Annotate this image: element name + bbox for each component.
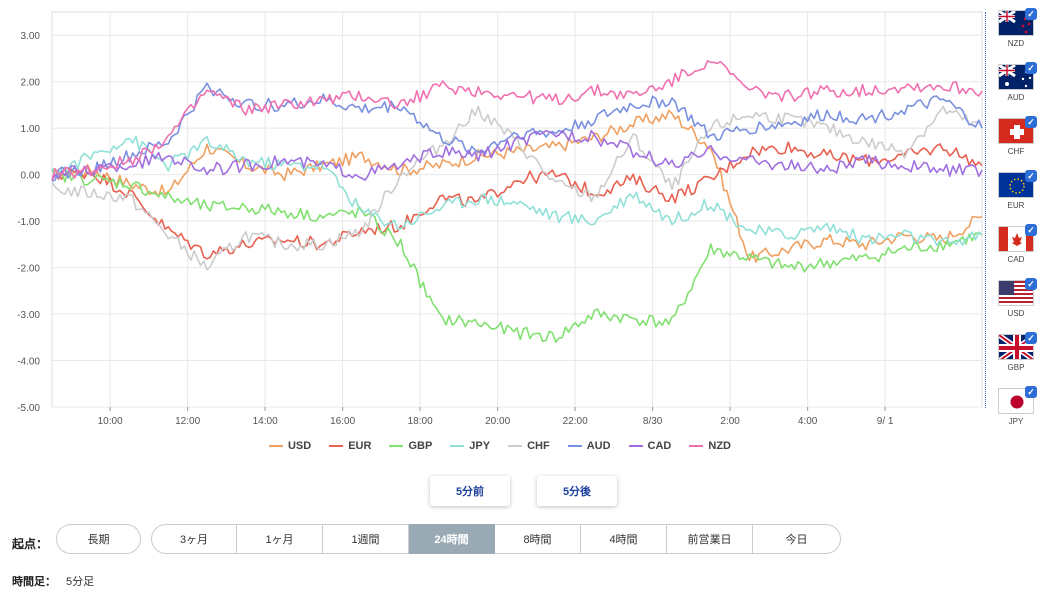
y-tick-label: -2.00 <box>17 264 40 275</box>
legend-item-usd[interactable]: USD <box>268 440 312 452</box>
y-tick-label: 0.00 <box>21 171 41 182</box>
x-tick-label: 10:00 <box>98 416 123 427</box>
flag-label: GBP <box>1007 363 1025 372</box>
legend-swatch <box>689 445 704 447</box>
range-button-4[interactable]: 24時間 <box>409 524 495 554</box>
x-tick-label: 12:00 <box>175 416 200 427</box>
series-line-gbp <box>51 168 983 344</box>
y-tick-label: -3.00 <box>17 310 40 321</box>
flag-label: CAD <box>1007 255 1025 264</box>
x-tick-label: 9/ 1 <box>877 416 894 427</box>
legend-item-eur[interactable]: EUR <box>329 440 371 452</box>
x-tick-label: 20:00 <box>485 416 510 427</box>
x-tick-label: 18:00 <box>408 416 433 427</box>
next-5min-button[interactable]: 5分後 <box>537 476 617 506</box>
x-tick-label: 16:00 <box>330 416 355 427</box>
chart-legend: USD EUR GBP JPY CHF AUD CAD NZD <box>0 440 1000 452</box>
y-tick-label: -4.00 <box>17 357 40 368</box>
aud-flag-icon <box>998 64 1034 90</box>
legend-item-jpy[interactable]: JPY <box>450 440 490 452</box>
flag-toggle-gbp[interactable]: ✓ GBP <box>996 332 1037 388</box>
y-tick-label: 2.00 <box>21 78 41 89</box>
check-icon[interactable]: ✓ <box>1025 386 1037 398</box>
series-line-cad <box>51 129 983 181</box>
flag-toggle-jpy[interactable]: ✓ JPY <box>996 386 1037 442</box>
x-tick-label: 14:00 <box>253 416 278 427</box>
legend-label: JPY <box>469 440 491 452</box>
range-button-5[interactable]: 8時間 <box>495 524 581 554</box>
flag-label: EUR <box>1007 201 1025 210</box>
range-button-2[interactable]: 1ヶ月 <box>237 524 323 554</box>
legend-label: NZD <box>708 440 731 452</box>
series-line-jpy <box>51 135 983 246</box>
range-button-1[interactable]: 3ヶ月 <box>151 524 237 554</box>
y-tick-label: 1.00 <box>21 124 41 135</box>
plot-area <box>51 11 983 408</box>
range-button-7[interactable]: 前営業日 <box>667 524 753 554</box>
check-icon[interactable]: ✓ <box>1025 62 1037 74</box>
legend-swatch <box>628 445 643 447</box>
legend-swatch <box>567 445 582 447</box>
legend-item-chf[interactable]: CHF <box>508 440 550 452</box>
flag-toggle-chf[interactable]: ✓ CHF <box>996 116 1037 172</box>
legend-item-nzd[interactable]: NZD <box>689 440 731 452</box>
flag-toggle-eur[interactable]: ✓ EUR <box>996 170 1037 226</box>
y-tick-label: 3.00 <box>21 31 41 42</box>
legend-label: CHF <box>527 440 550 452</box>
gbp-flag-icon <box>998 334 1034 360</box>
flag-label: USD <box>1007 309 1025 318</box>
range-button-6[interactable]: 4時間 <box>581 524 667 554</box>
x-tick-label: 2:00 <box>720 416 740 427</box>
prev-5min-button[interactable]: 5分前 <box>430 476 510 506</box>
flag-label: AUD <box>1007 93 1025 102</box>
flag-label: JPY <box>1008 417 1024 426</box>
range-button-8[interactable]: 今日 <box>753 524 841 554</box>
usd-flag-icon <box>998 280 1034 306</box>
legend-label: GBP <box>408 440 433 452</box>
check-icon[interactable]: ✓ <box>1025 224 1037 236</box>
flag-toggle-nzd[interactable]: ✓ NZD <box>996 8 1037 64</box>
y-tick-label: -1.00 <box>17 217 40 228</box>
legend-swatch <box>389 445 404 447</box>
y-tick-label: -5.00 <box>17 403 40 414</box>
start-point-label: 起点： <box>12 537 49 551</box>
chart-area: 3.00 2.00 1.00 0.00 -1.00 -2.00 -3.00 -4.00 -5.0… <box>17 11 983 427</box>
legend-item-aud[interactable]: AUD <box>567 440 611 452</box>
check-icon[interactable]: ✓ <box>1025 116 1037 128</box>
flag-toggle-aud[interactable]: ✓ AUD <box>996 62 1037 118</box>
current-time-marker <box>985 12 986 408</box>
series-line-aud <box>51 82 983 182</box>
legend-swatch <box>508 445 523 447</box>
timeframe-label: 時間足： <box>12 576 56 588</box>
line-chart: 3.00 2.00 1.00 0.00 -1.00 -2.00 -3.00 -4.00 -5.0… <box>17 11 983 427</box>
check-icon[interactable]: ✓ <box>1025 332 1037 344</box>
legend-label: EUR <box>348 440 372 452</box>
x-tick-label: 8/30 <box>643 416 663 427</box>
series-line-eur <box>51 141 983 260</box>
check-icon[interactable]: ✓ <box>1025 278 1037 290</box>
legend-item-cad[interactable]: CAD <box>628 440 672 452</box>
series-line-nzd <box>51 60 983 181</box>
legend-swatch <box>450 445 465 447</box>
flag-toggle-usd[interactable]: ✓ USD <box>996 278 1037 334</box>
nzd-flag-icon <box>998 10 1034 36</box>
flag-label: NZD <box>1007 39 1025 48</box>
legend-label: CAD <box>647 440 672 452</box>
flag-toggle-cad[interactable]: ✓ CAD <box>996 224 1037 280</box>
check-icon[interactable]: ✓ <box>1025 8 1037 20</box>
check-icon[interactable]: ✓ <box>1025 170 1037 182</box>
range-button-0[interactable]: 長期 <box>56 524 141 554</box>
legend-label: AUD <box>586 440 611 452</box>
x-tick-label: 22:00 <box>563 416 588 427</box>
legend-swatch <box>329 445 344 447</box>
legend-item-gbp[interactable]: GBP <box>389 440 432 452</box>
flag-label: CHF <box>1007 147 1025 156</box>
range-button-3[interactable]: 1週間 <box>323 524 409 554</box>
legend-label: USD <box>287 440 312 452</box>
x-tick-label: 4:00 <box>798 416 818 427</box>
legend-swatch <box>268 445 283 447</box>
timeframe-value: 5分足 <box>66 576 95 588</box>
series-line-usd <box>51 109 983 264</box>
